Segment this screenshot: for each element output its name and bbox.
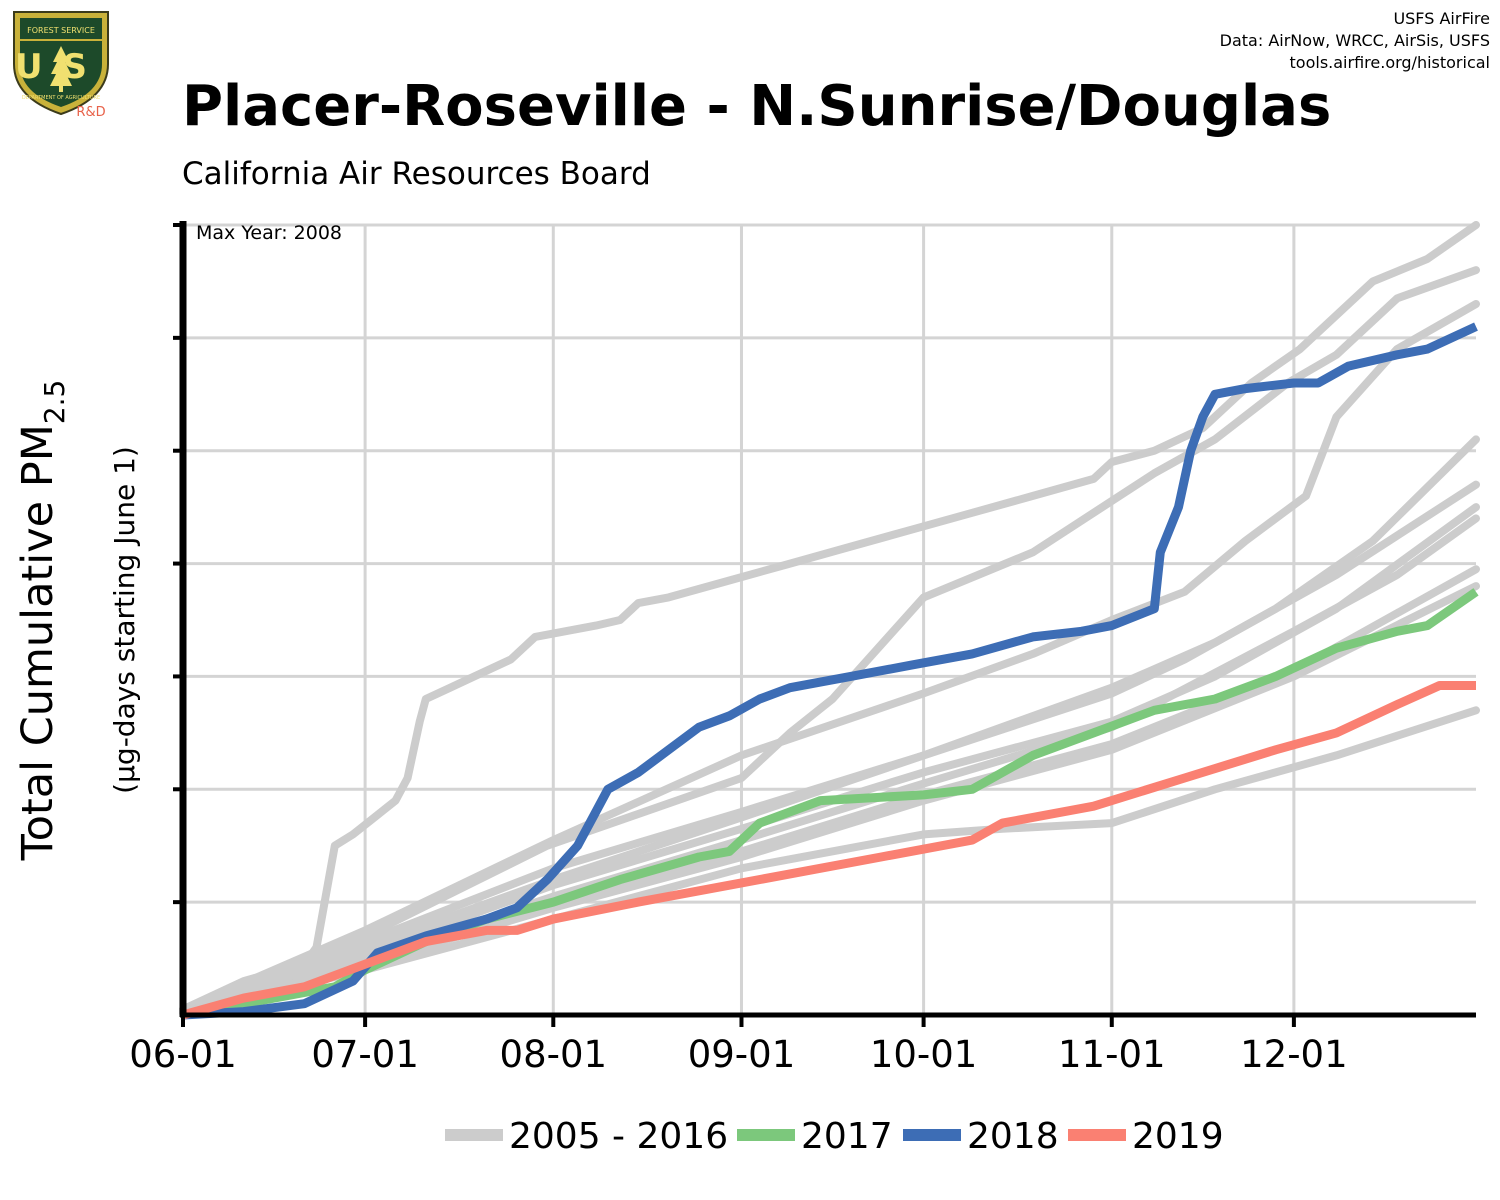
series-line-2018 — [182, 322, 1478, 1020]
legend-label-2: 2018 — [967, 1116, 1059, 1157]
logo-bottom-text: DEPARTMENT OF AGRICULTURE — [22, 95, 100, 101]
x-tick-label-0: 06-01 — [129, 1033, 237, 1076]
historical-line-10 — [179, 706, 1480, 1017]
x-tick-label-3: 09-01 — [688, 1033, 796, 1076]
chart-title: Placer-Roseville - N.Sunrise/Douglas — [182, 74, 1332, 139]
historical-line-3 — [179, 300, 1480, 1014]
logo-top-text: FOREST SERVICE — [27, 26, 95, 35]
y-axis-label: Total Cumulative PM2.5 — [13, 380, 71, 862]
historical-line-5 — [179, 480, 1480, 1016]
series-line-2019 — [181, 681, 1476, 1020]
axes: 06-01 07-01 08-01 09-01 10-01 11-01 12-01 — [129, 221, 1476, 1076]
y-axis-label-sub: 2.5 — [38, 380, 71, 425]
x-tick-label-6: 12-01 — [1240, 1033, 1348, 1076]
tree-icon — [50, 46, 72, 86]
usfs-logo: FOREST SERVICE US DEPARTMENT OF AGRICULT… — [13, 11, 109, 120]
credits: USFS AirFire Data: AirNow, WRCC, AirSis,… — [1220, 8, 1490, 74]
year-lines — [181, 322, 1479, 1020]
legend-label-1: 2017 — [801, 1116, 893, 1157]
max-year-annotation: Max Year: 2008 — [196, 222, 342, 244]
x-tick-label-2: 08-01 — [500, 1033, 608, 1076]
historical-line-1 — [179, 221, 1480, 1014]
credit-line-1: USFS AirFire — [1393, 9, 1490, 28]
y-axis-label-main: Total Cumulative PM — [13, 424, 63, 861]
x-tick-label-4: 10-01 — [870, 1033, 978, 1076]
grid — [183, 223, 1476, 1015]
credit-line-3: tools.airfire.org/historical — [1289, 53, 1490, 72]
y-axis-units: (µg-days starting June 1) — [108, 446, 141, 794]
logo-letters: US — [15, 47, 107, 87]
historical-lines — [179, 221, 1480, 1017]
logo-badge: R&D — [76, 105, 105, 120]
legend: 2005 - 2016 2017 2018 2019 — [445, 1116, 1224, 1157]
legend-label-0: 2005 - 2016 — [509, 1116, 728, 1157]
legend-label-3: 2019 — [1132, 1116, 1224, 1157]
x-tick-label-5: 11-01 — [1058, 1033, 1166, 1076]
credit-line-2: Data: AirNow, WRCC, AirSis, USFS — [1219, 31, 1490, 50]
x-tick-label-1: 07-01 — [311, 1033, 419, 1076]
chart-subtitle: California Air Resources Board — [182, 156, 651, 192]
